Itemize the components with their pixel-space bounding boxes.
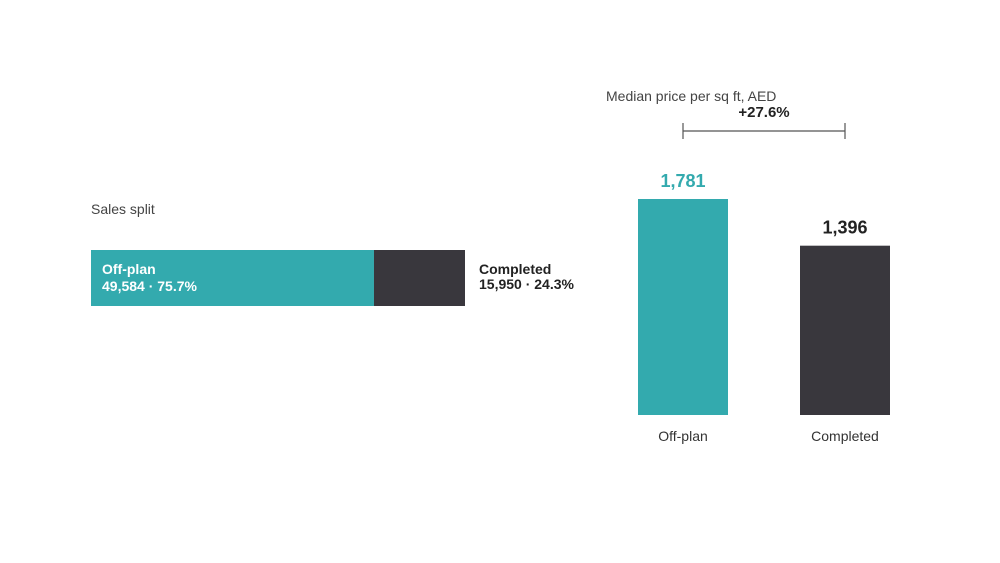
sales-split-title: Sales split: [91, 201, 155, 217]
offplan-segment-value-label: 49,584 · 75.7%: [102, 278, 198, 294]
bar-segment-completed: [373, 250, 465, 306]
bar-value-label-completed: 1,396: [822, 218, 867, 238]
median-price-chart: Median price per sq ft, AED +27.6% 1,781…: [606, 88, 890, 444]
completed-segment-name: Completed: [479, 261, 551, 277]
offplan-segment-name: Off-plan: [102, 261, 156, 277]
bar-completed: [800, 245, 890, 415]
sales-split-chart: Sales split Off-plan 49,584 · 75.7% Comp…: [91, 201, 575, 306]
bar-value-label-offplan: 1,781: [660, 171, 705, 191]
bar-segment-offplan: [91, 250, 374, 306]
bar-offplan: [638, 199, 728, 415]
category-label-offplan: Off-plan: [658, 428, 708, 444]
difference-label: +27.6%: [738, 104, 789, 121]
completed-segment-value-label: 15,950 · 24.3%: [479, 276, 575, 292]
difference-bracket: [682, 123, 846, 139]
median-price-title: Median price per sq ft, AED: [606, 88, 776, 104]
category-label-completed: Completed: [811, 428, 879, 444]
